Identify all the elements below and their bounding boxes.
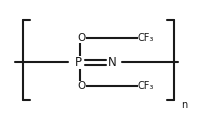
Text: O: O [78,33,86,43]
Text: CF₃: CF₃ [138,81,154,91]
Text: N: N [108,55,116,69]
Text: P: P [74,55,82,69]
Text: O: O [78,81,86,91]
Text: n: n [181,100,187,110]
Text: CF₃: CF₃ [138,33,154,43]
